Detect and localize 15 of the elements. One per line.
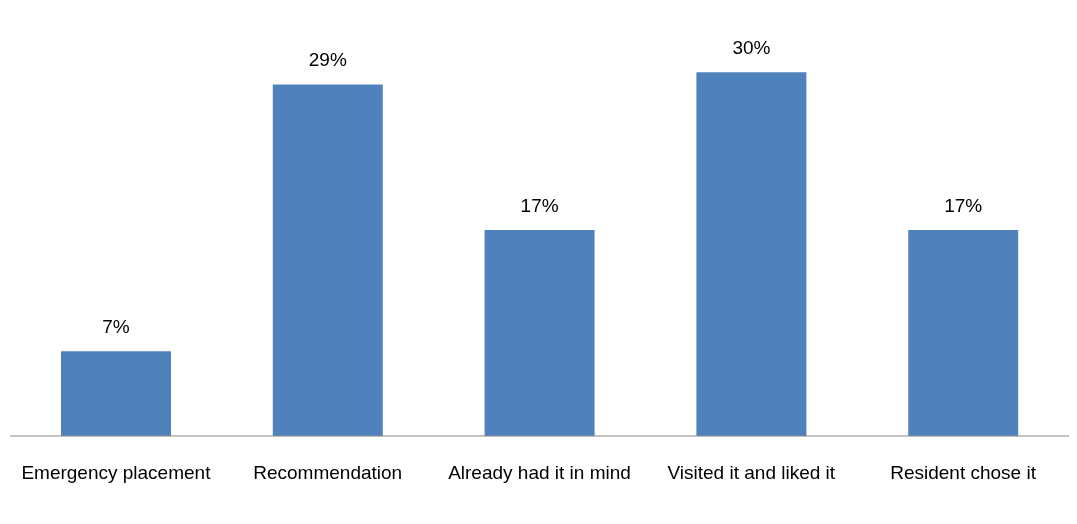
data-label: 17%: [944, 194, 983, 216]
bar: [61, 351, 171, 436]
x-tick-label: Visited it and liked it: [667, 462, 836, 484]
data-label: 29%: [308, 49, 347, 71]
x-tick-label: Emergency placement: [21, 462, 212, 484]
bar: [908, 229, 1019, 436]
bar: [696, 72, 807, 436]
data-label: 30%: [732, 37, 771, 59]
data-label: 7%: [102, 316, 130, 338]
data-label: 17%: [520, 194, 559, 216]
x-tick-label: Already had it in mind: [448, 462, 631, 484]
x-tick-label: Recommendation: [253, 462, 403, 484]
bar: [272, 84, 383, 436]
bar: [484, 229, 595, 436]
x-tick-label: Resident chose it: [890, 462, 1037, 484]
